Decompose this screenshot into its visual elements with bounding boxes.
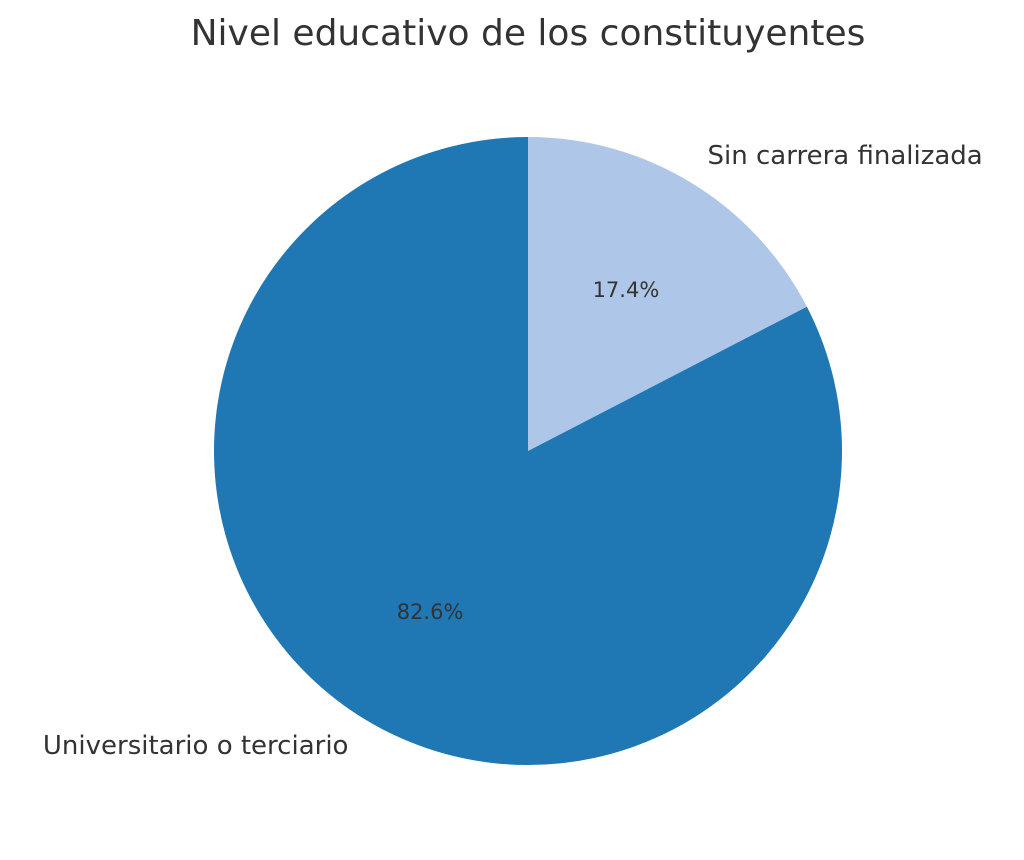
pie-labels: 17.4% Sin carrera finalizada 82.6% Universi… [43, 141, 983, 761]
pie-slice-2 [213, 137, 842, 765]
slice-category-label: Universitario o terciario [43, 731, 349, 761]
pie-slice-1 [528, 137, 807, 451]
chart-title: Nivel educativo de los constituyentes [191, 13, 866, 54]
slice-percent-label: 82.6% [397, 600, 464, 624]
slice-percent-label: 17.4% [593, 278, 660, 302]
slice-category-label: Sin carrera finalizada [708, 141, 983, 171]
pie-slices [213, 137, 842, 765]
